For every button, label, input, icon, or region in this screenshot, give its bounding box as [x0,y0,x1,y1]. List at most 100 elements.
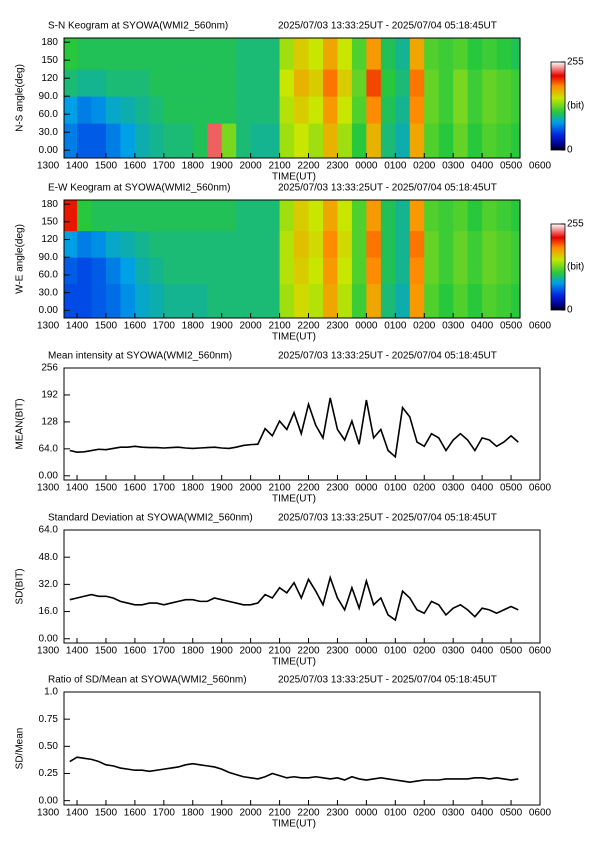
x-tick-label: 0100 [384,808,407,819]
heatmap-cell [134,69,150,97]
y-tick-label: 180 [41,199,58,210]
y-tick-label: 0.75 [39,714,59,725]
heatmap-cell [308,283,324,319]
heatmap-cell [178,69,194,97]
y-tick-label: 64.0 [39,525,59,536]
x-tick-label: 1600 [124,321,147,332]
colorbar [550,223,566,311]
heatmap-cell [337,123,353,159]
data-line [69,397,519,459]
heatmap-cell [511,257,521,285]
heatmap-cell [395,283,411,319]
heatmap-cell [424,96,440,124]
heatmap-cell [496,200,512,232]
colorbar [550,61,566,151]
chart-title: Standard Deviation at SYOWA(WMI2_560nm) [48,513,253,524]
heatmap-cell [322,38,338,70]
heatmap-cell [308,96,324,124]
x-tick-label: 0300 [442,483,465,494]
x-tick-label: 2200 [297,483,320,494]
heatmap-cell [64,283,78,319]
heatmap-cell [511,283,521,319]
x-tick-label: 0100 [384,483,407,494]
heatmap-cell [250,96,266,124]
x-tick-label: 0600 [529,483,552,494]
x-tick-label: 1300 [37,483,60,494]
x-tick-label: 0300 [442,808,465,819]
heatmap-cell [409,96,425,124]
x-tick-label: 2200 [297,321,320,332]
heatmap-cell [322,200,338,232]
heatmap-cell [395,96,411,124]
x-tick-label: 0000 [355,646,378,657]
heatmap-cell [366,200,382,232]
heatmap-cell [207,200,223,232]
y-tick-label: 1.0 [44,687,58,698]
heatmap-cell [265,200,280,232]
heatmap-cell [511,96,521,124]
heatmap-cell [265,38,280,70]
x-tick-label: 1900 [211,646,234,657]
heatmap-cell [409,283,425,319]
plot-frame [63,367,541,481]
x-tick-label: 0000 [355,808,378,819]
x-tick-label: 0300 [442,321,465,332]
heatmap-cell [207,96,223,124]
heatmap-cell [322,283,338,319]
chart-title: E-W Keogram at SYOWA(WMI2_560nm) [48,183,230,194]
heatmap-cell [120,96,136,124]
heatmap-cell [149,283,165,319]
heatmap-cell [322,69,338,97]
x-tick-label: 1800 [182,321,205,332]
heatmap-cell [134,38,150,70]
heatmap-cell [308,123,324,159]
y-tick-label: 0.00 [39,305,59,316]
heatmap-cell [149,96,165,124]
y-tick-label: 180 [41,37,58,48]
y-tick-label: 64.0 [39,443,59,454]
heatmap-cell [424,123,440,159]
heatmap-cell [221,200,237,232]
x-tick-label: 1900 [211,161,234,172]
x-tick-label: 1700 [153,161,176,172]
heatmap-cell [322,257,338,285]
y-tick-label: 90.0 [39,91,59,102]
x-tick-label: 0600 [529,808,552,819]
x-tick-label: 2200 [297,646,320,657]
heatmap-cell [192,123,208,159]
heatmap-cell [105,69,121,97]
heatmap-cell [149,200,165,232]
heatmap-cell [496,69,512,97]
x-tick-label: 1400 [66,646,89,657]
heatmap-cell [366,123,382,159]
heatmap-cell [279,200,295,232]
heatmap-cell [279,230,295,258]
heatmap-cell [453,96,469,124]
heatmap-cell [482,69,497,97]
x-tick-label: 0500 [500,808,523,819]
heatmap-cell [424,38,440,70]
heatmap-cell [496,230,512,258]
y-axis-label: N-S angle(deg) [15,64,26,132]
heatmap-cell [120,69,136,97]
heatmap-cell [496,123,512,159]
heatmap-cell [409,38,425,70]
heatmap-cell [192,69,208,97]
heatmap-cell [64,230,78,258]
heatmap-cell [395,230,411,258]
x-tick-label: 0200 [413,321,436,332]
heatmap-cell [438,200,454,232]
heatmap-cell [337,38,353,70]
heatmap-cell [120,283,136,319]
heatmap-cell [236,96,252,124]
heatmap-cell [64,123,78,159]
x-tick-label: 2000 [240,483,263,494]
colorbar-tick-label: 255 [567,219,584,230]
heatmap-cell [409,123,425,159]
heatmap-cell [64,69,78,97]
y-tick-label: 60.0 [39,270,59,281]
heatmap-cell [366,69,382,97]
chart-title: Mean intensity at SYOWA(WMI2_560nm) [48,351,232,362]
heatmap-cell [207,69,223,97]
heatmap-cell [120,230,136,258]
